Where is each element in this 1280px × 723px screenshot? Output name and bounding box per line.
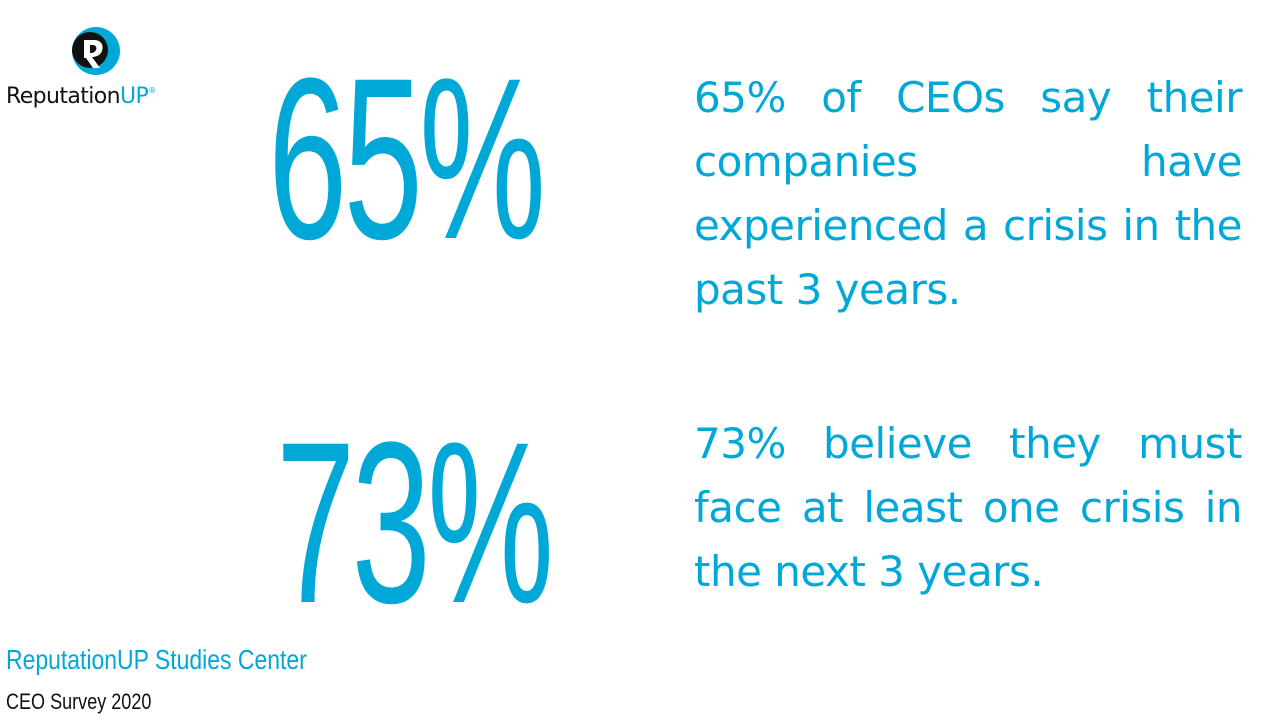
reputationup-logo-icon — [72, 27, 120, 75]
registered-mark: ® — [148, 86, 156, 95]
stat-2-number: 73% — [276, 394, 554, 651]
source-subtitle: CEO Survey 2020 — [6, 689, 152, 714]
stat-1-description: 65% of CEOs say their companies have exp… — [694, 73, 1243, 314]
stat-2-description: 73% believe they must face at least one … — [694, 419, 1243, 596]
brand-wordmark: ReputationUP® — [6, 84, 156, 109]
stat-1-number: 65% — [268, 30, 546, 287]
brand-logo: ReputationUP® — [6, 26, 186, 118]
brand-name-main: Reputation — [6, 84, 121, 109]
source-title: ReputationUP Studies Center — [6, 644, 307, 675]
brand-name-accent: UP — [120, 84, 149, 109]
